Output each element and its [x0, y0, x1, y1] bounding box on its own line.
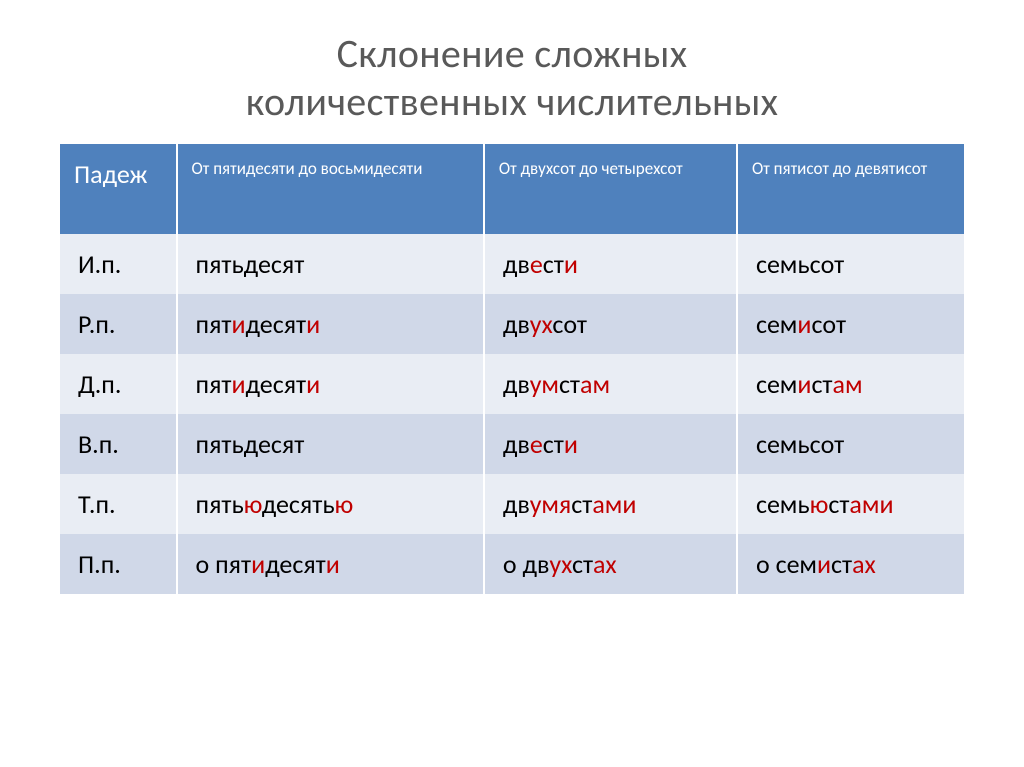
- header-col-2: От двухсот до четырехсот: [485, 144, 738, 234]
- case-cell: В.п.: [60, 414, 178, 474]
- word-cell-2: двухсот: [485, 294, 738, 354]
- word-cell-2: двумястами: [485, 474, 738, 534]
- word-cell-3: семьюстами: [738, 474, 964, 534]
- case-cell: П.п.: [60, 534, 178, 594]
- header-col-1: От пятидесяти до восьмидесяти: [178, 144, 485, 234]
- word-cell-1: пятьдесят: [178, 234, 485, 294]
- case-cell: И.п.: [60, 234, 178, 294]
- word-cell-3: семьсот: [738, 234, 964, 294]
- word-cell-1: о пятидесяти: [178, 534, 485, 594]
- declension-table: Падеж От пятидесяти до восьмидесяти От д…: [60, 144, 964, 594]
- table-row: Т.п.пятьюдесятьюдвумястамисемьюстами: [60, 474, 964, 534]
- title-line-1: Склонение сложных: [337, 29, 688, 78]
- word-cell-3: о семистах: [738, 534, 964, 594]
- case-cell: Р.п.: [60, 294, 178, 354]
- word-cell-3: семьсот: [738, 414, 964, 474]
- slide-title: Склонение сложных количественных числите…: [60, 30, 964, 126]
- title-line-2: количественных числительных: [246, 77, 779, 126]
- word-cell-1: пятьдесят: [178, 414, 485, 474]
- table-body: И.п.пятьдесятдвестисемьсотР.п.пятидесяти…: [60, 234, 964, 594]
- word-cell-2: двести: [485, 234, 738, 294]
- table-row: Р.п.пятидесятидвухсотсемисот: [60, 294, 964, 354]
- case-cell: Т.п.: [60, 474, 178, 534]
- header-case: Падеж: [60, 144, 178, 234]
- word-cell-1: пятидесяти: [178, 294, 485, 354]
- word-cell-2: двумстам: [485, 354, 738, 414]
- word-cell-3: семисот: [738, 294, 964, 354]
- table-row: И.п.пятьдесятдвестисемьсот: [60, 234, 964, 294]
- case-cell: Д.п.: [60, 354, 178, 414]
- word-cell-2: двести: [485, 414, 738, 474]
- table-row: В.п.пятьдесятдвестисемьсот: [60, 414, 964, 474]
- header-row: Падеж От пятидесяти до восьмидесяти От д…: [60, 144, 964, 234]
- word-cell-2: о двухстах: [485, 534, 738, 594]
- table-row: Д.п.пятидесятидвумстамсемистам: [60, 354, 964, 414]
- word-cell-1: пятидесяти: [178, 354, 485, 414]
- table-row: П.п.о пятидесятио двухстахо семистах: [60, 534, 964, 594]
- word-cell-1: пятьюдесятью: [178, 474, 485, 534]
- header-col-3: От пятисот до девятисот: [738, 144, 964, 234]
- word-cell-3: семистам: [738, 354, 964, 414]
